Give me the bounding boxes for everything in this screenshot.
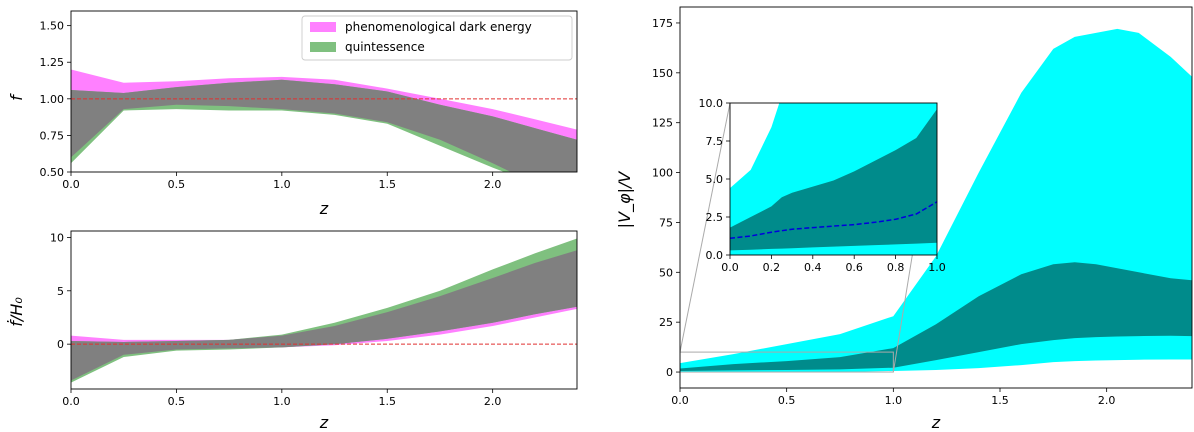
- x-tick-label: 0.8: [887, 261, 905, 274]
- x-tick-label: 1.5: [991, 394, 1009, 407]
- y-tick-label: 0.50: [40, 166, 65, 179]
- inset-inner-band: [730, 109, 937, 251]
- x-tick-label: 0.6: [845, 261, 863, 274]
- y-tick-label: 75: [659, 216, 673, 229]
- y-tick-label: 2.5: [706, 211, 724, 224]
- vphi-x-axis-label: z: [931, 413, 941, 432]
- inset-axes: 0.0 0.2 0.4 0.6 0.8 1.0 0.0 2.5 5.0 7.5 10.0: [699, 97, 946, 274]
- y-tick-label: 25: [659, 316, 673, 329]
- vphi-x-ticks: 0.0 0.5 1.0 1.5 2.0: [671, 388, 1115, 407]
- x-tick-label: 0.5: [778, 394, 796, 407]
- x-tick-label: 1.0: [928, 261, 946, 274]
- y-tick-label: 10: [50, 231, 64, 244]
- f-y-axis-label: f: [7, 93, 26, 101]
- y-tick-label: 0: [57, 338, 64, 351]
- y-tick-label: 100: [652, 167, 673, 180]
- x-tick-label: 1.0: [885, 394, 903, 407]
- y-tick-label: 0.0: [706, 249, 724, 262]
- fdot-x-axis-label: z: [319, 413, 329, 432]
- vphi-zoom-region: [680, 351, 894, 373]
- x-tick-label: 0.0: [671, 394, 689, 407]
- fdot-x-ticks: 0.0 0.5 1.0 1.5 2.0: [62, 389, 501, 408]
- y-tick-label: 150: [652, 67, 673, 80]
- fdot-overlap-band: [71, 250, 577, 381]
- x-tick-label: 0.5: [168, 395, 186, 408]
- x-tick-label: 2.0: [1098, 394, 1116, 407]
- fdot-bands: [71, 238, 577, 383]
- fdot-y-ticks: 0 5 10: [50, 231, 71, 351]
- x-tick-label: 2.0: [484, 178, 502, 191]
- fdot-axes-frame: [70, 230, 578, 390]
- inset-y-ticks: 0.0 2.5 5.0 7.5 10.0: [699, 97, 730, 262]
- legend-entry-quintessence: quintessence: [345, 40, 425, 54]
- x-tick-label: 1.5: [379, 178, 397, 191]
- x-tick-label: 1.0: [273, 178, 291, 191]
- vphi-y-axis-label: |V_φ|/V: [615, 171, 635, 229]
- y-tick-label: 1.50: [40, 20, 65, 33]
- y-tick-label: 0: [666, 366, 673, 379]
- fdot-panel: 0.0 0.5 1.0 1.5 2.0 0 5 10 z ḟ/H₀: [7, 230, 578, 432]
- x-tick-label: 2.0: [484, 395, 502, 408]
- x-tick-label: 1.5: [379, 395, 397, 408]
- y-tick-label: 0.75: [40, 129, 65, 142]
- x-tick-label: 0.2: [763, 261, 781, 274]
- y-tick-label: 5: [57, 285, 64, 298]
- y-tick-label: 175: [652, 17, 673, 30]
- f-legend: phenomenological dark energy quintessenc…: [301, 15, 573, 61]
- legend-swatch-phenomenological: [310, 22, 336, 32]
- f-y-ticks: 0.50 0.75 1.00 1.25 1.50: [40, 20, 71, 179]
- f-overlap-band: [71, 79, 577, 172]
- vphi-inner-band: [680, 262, 1192, 371]
- y-tick-label: 50: [659, 266, 673, 279]
- f-bands: [71, 69, 577, 172]
- inset-bands: [730, 103, 937, 255]
- x-tick-label: 0.0: [62, 395, 80, 408]
- vphi-y-ticks: 0 25 50 75 100 125 150 175: [652, 17, 680, 379]
- legend-frame: [301, 15, 573, 61]
- inset-connector-line: [680, 102, 731, 353]
- y-tick-label: 125: [652, 117, 673, 130]
- f-axes-frame: [70, 10, 578, 173]
- y-tick-label: 7.5: [706, 135, 724, 148]
- f-panel: 0.0 0.5 1.0 1.5 2.0 0.50 0.75 1.00 1.25 1.50 z f…: [7, 10, 578, 218]
- fdot-y-axis-label: ḟ/H₀: [7, 297, 26, 327]
- x-tick-label: 0.0: [721, 261, 739, 274]
- x-tick-label: 0.4: [804, 261, 822, 274]
- f-x-ticks: 0.0 0.5 1.0 1.5 2.0: [62, 172, 501, 191]
- legend-entry-phenomenological: phenomenological dark energy: [345, 20, 532, 34]
- y-tick-label: 1.25: [40, 56, 65, 69]
- legend-swatch-quintessence: [310, 42, 336, 52]
- y-tick-label: 1.00: [40, 93, 65, 106]
- x-tick-label: 1.0: [273, 395, 291, 408]
- inset-median-line: [730, 201, 937, 240]
- vphi-axes-frame: [679, 6, 1193, 389]
- vphi-panel: 0.0 0.5 1.0 1.5 2.0 0 25 50 75 100 125 150 175 z |V…: [615, 6, 1193, 432]
- x-tick-label: 0.5: [168, 178, 186, 191]
- f-x-axis-label: z: [319, 199, 329, 218]
- y-tick-label: 5.0: [706, 173, 724, 186]
- inset-x-ticks: 0.0 0.2 0.4 0.6 0.8 1.0: [721, 255, 946, 274]
- x-tick-label: 0.0: [62, 178, 80, 191]
- y-tick-label: 10.0: [699, 97, 724, 110]
